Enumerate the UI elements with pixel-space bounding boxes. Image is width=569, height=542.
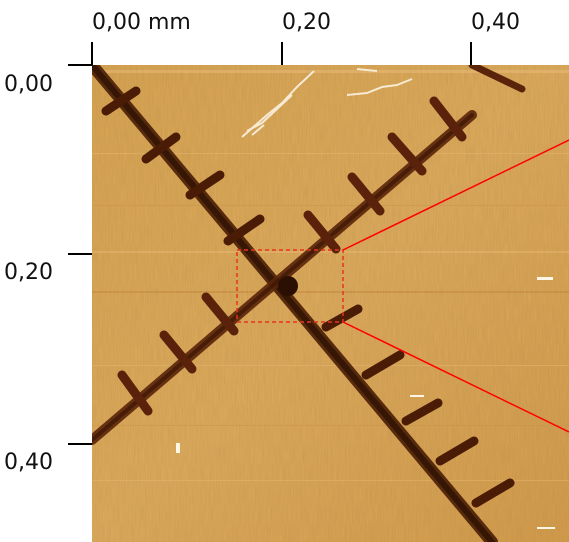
afm-surface-image (92, 65, 569, 542)
scratch-crossing (278, 276, 298, 296)
zoom-leader-line-top (342, 139, 569, 251)
x-tick-mark-1 (281, 42, 283, 66)
y-tick-label-0: 0,00 (4, 72, 53, 97)
surface-debris (241, 68, 413, 138)
scan-streaks (92, 70, 569, 481)
surface-specks (176, 277, 555, 529)
x-tick-label-1: 0,20 (282, 10, 331, 35)
y-tick-mark-2 (68, 443, 92, 445)
x-tick-label-0: 0,00 mm (92, 10, 191, 35)
y-tick-mark-1 (68, 253, 92, 255)
x-tick-mark-0 (91, 42, 93, 66)
zoom-box (236, 249, 344, 323)
hash-marks-diagonal-a (101, 86, 515, 508)
zoom-leader-line-bottom (342, 321, 569, 433)
y-tick-label-1: 0,20 (4, 260, 53, 285)
x-tick-mark-2 (470, 42, 472, 66)
y-tick-label-2: 0,40 (4, 450, 53, 475)
x-tick-label-2: 0,40 (471, 10, 520, 35)
hash-marks-diagonal-b (117, 96, 467, 416)
y-tick-mark-0 (68, 64, 92, 66)
